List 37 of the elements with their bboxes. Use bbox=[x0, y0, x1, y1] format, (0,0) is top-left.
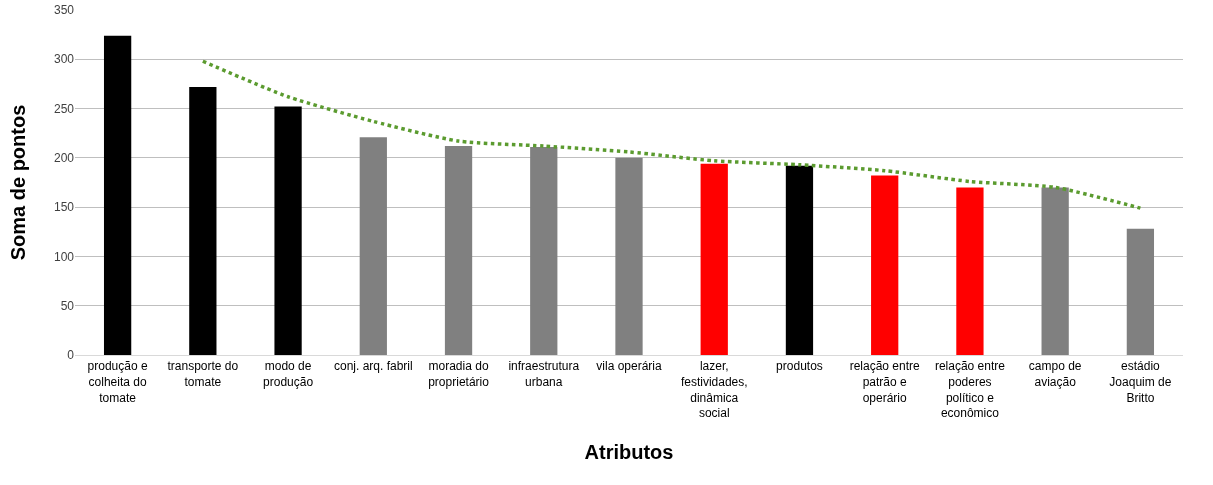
y-tick-label: 250 bbox=[53, 101, 75, 116]
y-tick-label: 350 bbox=[53, 3, 75, 18]
bar bbox=[444, 146, 473, 355]
bar bbox=[359, 137, 387, 355]
y-tick-label: 150 bbox=[53, 200, 75, 215]
y-tick-label: 200 bbox=[53, 151, 75, 166]
x-tick-label: produtos bbox=[776, 359, 823, 374]
x-tick-label: transporte do tomate bbox=[167, 359, 239, 389]
y-tick-label: 50 bbox=[60, 298, 75, 313]
x-axis-title: Atributos bbox=[584, 440, 674, 463]
x-tick-label: relação entre patrão e operário bbox=[849, 359, 921, 405]
bar bbox=[103, 35, 132, 355]
line-series bbox=[201, 59, 1143, 210]
bar bbox=[871, 175, 899, 355]
bar bbox=[615, 157, 643, 355]
x-tick-label: relação entre poderes político e econômico bbox=[934, 359, 1006, 421]
bar bbox=[956, 187, 984, 355]
bar bbox=[189, 86, 217, 355]
y-tick-label: 0 bbox=[67, 348, 75, 363]
x-tick-label: estádio Joaquim de Britto bbox=[1109, 359, 1172, 405]
x-tick-label: moradia do proprietário bbox=[428, 359, 490, 389]
y-axis-title: Soma de pontos bbox=[7, 104, 29, 261]
bar bbox=[785, 165, 814, 355]
x-tick-label: modo de produção bbox=[263, 359, 314, 389]
bar bbox=[1126, 228, 1155, 355]
x-tick-label: conj. arq. fabril bbox=[333, 359, 413, 374]
bar bbox=[274, 106, 302, 355]
y-tick-label: 300 bbox=[53, 52, 75, 67]
x-tick-label: produção e colheita do tomate bbox=[87, 359, 148, 405]
x-tick-label: campo de aviação bbox=[1028, 359, 1082, 389]
x-tick-label: lazer, festividades, dinâmica social bbox=[680, 359, 748, 421]
y-tick-label: 100 bbox=[53, 249, 75, 264]
x-tick-label: infraestrutura urbana bbox=[508, 359, 580, 389]
bar bbox=[1041, 187, 1069, 355]
bar bbox=[700, 163, 728, 355]
bar bbox=[530, 147, 558, 355]
x-tick-label: vila operária bbox=[596, 359, 663, 374]
